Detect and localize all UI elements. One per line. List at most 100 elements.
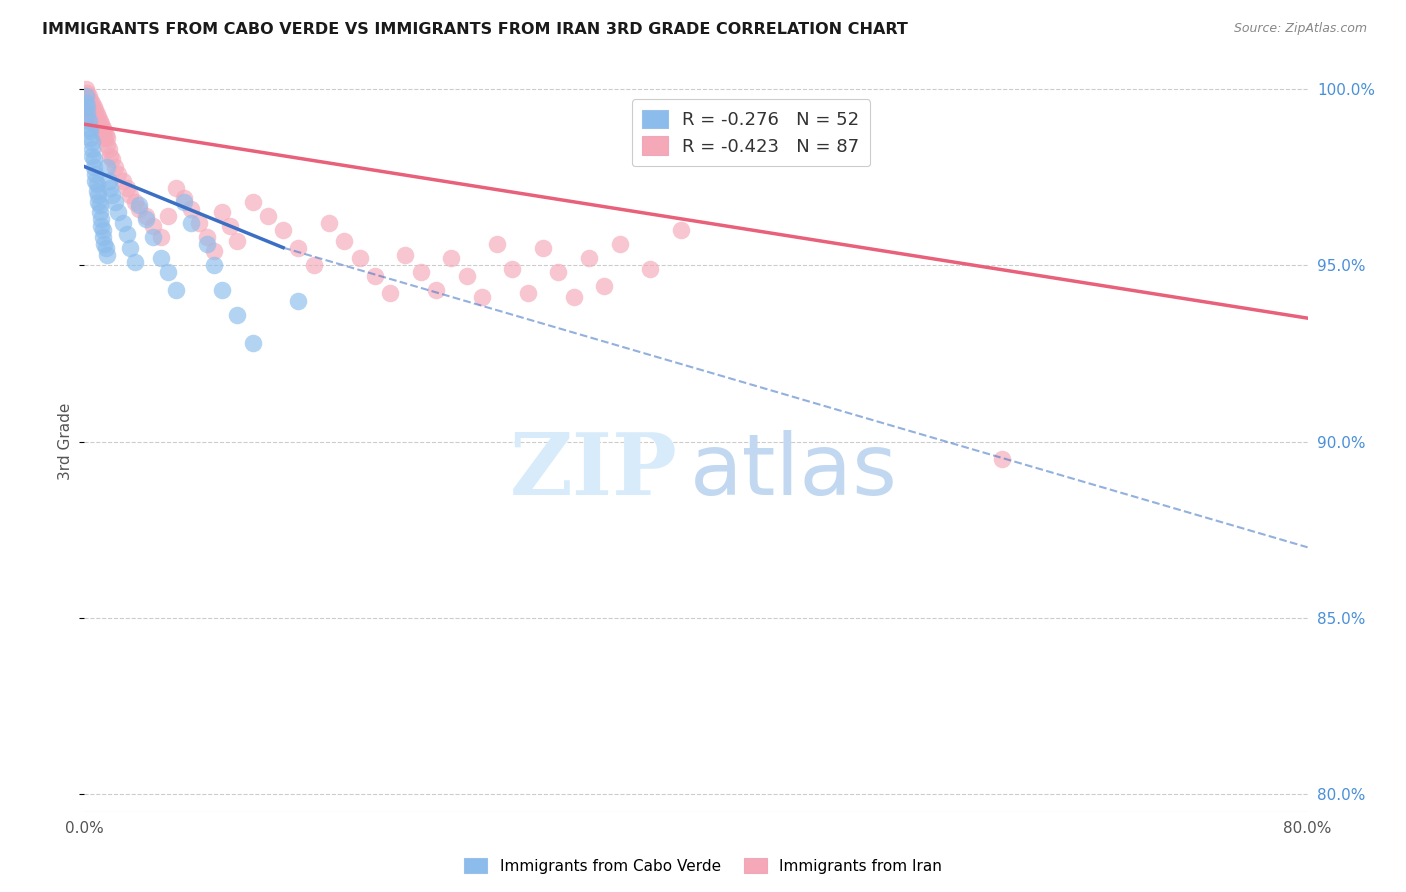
Point: [669, 223, 692, 237]
Point: [107, 205, 129, 219]
Point: [165, 283, 187, 297]
Point: [104, 194, 127, 209]
Point: [83, 153, 105, 167]
Point: [76, 100, 98, 114]
Point: [120, 241, 142, 255]
Point: [173, 194, 195, 209]
Point: [180, 216, 202, 230]
Point: [287, 293, 309, 308]
Point: [107, 167, 129, 181]
Point: [76, 100, 98, 114]
Point: [89, 205, 111, 219]
Point: [90, 212, 112, 227]
Point: [547, 265, 569, 279]
Point: [135, 209, 157, 223]
Point: [195, 230, 218, 244]
Point: [242, 335, 264, 350]
Point: [94, 128, 117, 142]
Point: [380, 286, 402, 301]
Point: [157, 265, 180, 279]
Point: [124, 254, 146, 268]
Point: [128, 198, 150, 212]
Point: [638, 261, 661, 276]
Point: [76, 93, 98, 107]
Point: [101, 153, 124, 167]
Legend: Immigrants from Cabo Verde, Immigrants from Iran: Immigrants from Cabo Verde, Immigrants f…: [458, 852, 948, 880]
Point: [226, 308, 249, 322]
Point: [86, 106, 108, 120]
Point: [98, 149, 121, 163]
Y-axis label: 3rd Grade: 3rd Grade: [58, 403, 73, 480]
Point: [242, 194, 264, 209]
Point: [89, 198, 111, 212]
Point: [302, 258, 325, 272]
Point: [149, 251, 172, 265]
Point: [440, 251, 463, 265]
Point: [188, 216, 211, 230]
Point: [96, 160, 118, 174]
Point: [79, 106, 101, 120]
Point: [202, 244, 225, 259]
Point: [75, 96, 97, 111]
Point: [91, 230, 114, 244]
Point: [75, 96, 97, 111]
Point: [173, 191, 195, 205]
Point: [271, 223, 294, 237]
Text: IMMIGRANTS FROM CABO VERDE VS IMMIGRANTS FROM IRAN 3RD GRADE CORRELATION CHART: IMMIGRANTS FROM CABO VERDE VS IMMIGRANTS…: [42, 22, 908, 37]
Text: atlas: atlas: [690, 430, 898, 513]
Point: [77, 120, 100, 135]
Point: [83, 106, 105, 120]
Point: [75, 89, 97, 103]
Point: [165, 180, 187, 194]
Point: [98, 180, 121, 194]
Point: [76, 106, 98, 120]
Point: [471, 290, 494, 304]
Point: [83, 100, 105, 114]
Point: [83, 160, 105, 174]
Point: [77, 113, 100, 128]
Point: [128, 202, 150, 216]
Text: Source: ZipAtlas.com: Source: ZipAtlas.com: [1233, 22, 1367, 36]
Point: [425, 283, 447, 297]
Point: [120, 187, 142, 202]
Text: ZIP: ZIP: [510, 429, 678, 513]
Point: [218, 219, 240, 234]
Point: [135, 212, 157, 227]
Point: [91, 128, 114, 142]
Point: [211, 283, 233, 297]
Point: [79, 131, 101, 145]
Point: [84, 110, 107, 124]
Point: [89, 120, 111, 135]
Point: [87, 110, 110, 124]
Point: [180, 202, 202, 216]
Point: [94, 241, 117, 255]
Point: [80, 149, 103, 163]
Point: [86, 113, 108, 128]
Point: [90, 219, 112, 234]
Point: [609, 237, 631, 252]
Point: [87, 187, 110, 202]
Point: [104, 160, 127, 174]
Point: [80, 96, 103, 111]
Point: [96, 138, 118, 153]
Point: [157, 209, 180, 223]
Point: [79, 124, 101, 138]
Point: [84, 167, 107, 181]
Point: [80, 135, 103, 149]
Point: [75, 82, 97, 96]
Point: [142, 219, 165, 234]
Point: [531, 241, 554, 255]
Point: [77, 103, 100, 117]
Point: [89, 113, 111, 128]
Point: [80, 142, 103, 156]
Point: [257, 209, 280, 223]
Point: [111, 216, 134, 230]
Point: [115, 180, 138, 194]
Point: [115, 227, 138, 241]
Point: [333, 234, 356, 248]
Point: [87, 117, 110, 131]
Point: [149, 230, 172, 244]
Point: [79, 100, 101, 114]
Legend: R = -0.276   N = 52, R = -0.423   N = 87: R = -0.276 N = 52, R = -0.423 N = 87: [631, 99, 870, 167]
Point: [93, 237, 115, 252]
